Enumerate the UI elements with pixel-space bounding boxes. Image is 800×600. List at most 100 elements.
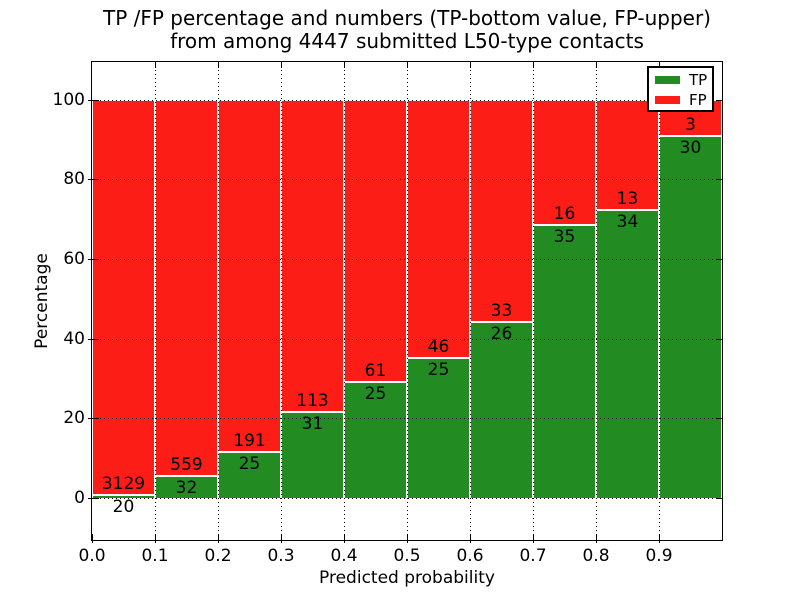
y-tick-label: 20 <box>63 408 85 429</box>
bar-fp-count-label: 559 <box>170 455 203 476</box>
legend-label: FP <box>689 91 707 109</box>
gridline-vertical <box>659 62 660 540</box>
x-tick-label: 0.3 <box>267 546 295 566</box>
y-tick-label: 100 <box>52 89 85 110</box>
bar-fp-count-label: 61 <box>364 361 387 382</box>
bar-tp-segment <box>344 382 407 498</box>
x-tick-label: 0.0 <box>78 546 106 566</box>
gridline-vertical <box>407 62 408 540</box>
x-axis-label: Predicted probability <box>319 568 495 588</box>
x-tick-label: 0.8 <box>582 546 610 566</box>
bar-fp-count-label: 46 <box>427 336 450 357</box>
bar-fp-count-label: 13 <box>616 188 639 209</box>
chart-title-line2: from among 4447 submitted L50-type conta… <box>170 29 644 53</box>
x-tick-mark-top <box>344 62 345 68</box>
gridline-horizontal <box>92 179 722 181</box>
x-tick-label: 0.2 <box>204 546 232 566</box>
bar-fp-segment <box>407 99 470 358</box>
legend-label: TP <box>689 71 708 89</box>
x-tick-label: 0.9 <box>645 546 673 566</box>
bar-tp-count-label: 31 <box>301 414 324 435</box>
x-tick-label: 0.4 <box>330 546 358 566</box>
bar-tp-count-label: 25 <box>238 453 261 474</box>
x-tick-mark-top <box>155 62 156 68</box>
bar-tp-count-label: 32 <box>175 478 198 499</box>
gridline-vertical <box>218 62 219 540</box>
x-tick-mark-top <box>659 62 660 68</box>
bar-fp-segment <box>218 99 281 452</box>
x-tick-mark <box>344 534 345 543</box>
legend-swatch-tp <box>655 76 680 84</box>
y-tick-mark-right <box>716 179 722 181</box>
x-tick-mark-top <box>596 62 597 68</box>
bar-tp-segment <box>659 135 722 498</box>
bar-fp-count-label: 3129 <box>101 474 146 495</box>
bar-fp-segment <box>596 99 659 210</box>
x-tick-mark-top <box>281 62 282 68</box>
y-tick-label: 80 <box>63 169 85 190</box>
x-tick-mark <box>92 534 93 543</box>
bar-tp-segment <box>218 451 281 498</box>
x-tick-label: 0.5 <box>393 546 421 566</box>
y-tick-mark <box>88 258 99 260</box>
chart-title-line1: TP /FP percentage and numbers (TP-bottom… <box>103 6 711 30</box>
x-tick-mark <box>659 534 660 543</box>
gridline-horizontal <box>92 498 722 499</box>
y-tick-mark <box>88 338 99 340</box>
bar-fp-segment <box>155 99 218 477</box>
y-tick-mark-right <box>716 418 722 420</box>
x-tick-label: 0.7 <box>519 546 547 566</box>
y-tick-mark-right <box>716 99 722 101</box>
y-tick-mark <box>88 179 99 181</box>
bar-fp-segment <box>344 99 407 383</box>
x-tick-mark-top <box>533 62 534 68</box>
bar-fp-segment <box>92 99 155 496</box>
bar-tp-segment <box>533 224 596 498</box>
legend-entry-tp: TP <box>649 70 712 90</box>
y-tick-mark <box>88 418 99 420</box>
y-tick-mark-right <box>716 338 722 340</box>
y-tick-label: 40 <box>63 328 85 349</box>
bar-tp-count-label: 35 <box>553 226 576 247</box>
legend: TP FP <box>647 66 714 112</box>
x-tick-mark <box>155 534 156 543</box>
bar-tp-segment <box>92 495 155 498</box>
gridline-vertical <box>533 62 534 540</box>
x-tick-mark <box>218 534 219 543</box>
gridline-horizontal <box>92 418 722 420</box>
bar-tp-count-label: 26 <box>490 324 513 345</box>
y-tick-label: 60 <box>63 248 85 269</box>
bar-tp-count-label: 25 <box>427 359 450 380</box>
x-tick-mark-top <box>470 62 471 68</box>
x-tick-label: 0.1 <box>141 546 169 566</box>
gridline-horizontal <box>92 258 722 260</box>
gridline-horizontal <box>92 99 722 101</box>
x-tick-mark <box>596 534 597 543</box>
gridline-horizontal <box>92 338 722 340</box>
x-tick-mark <box>470 534 471 543</box>
bar-tp-count-label: 25 <box>364 384 387 405</box>
y-tick-mark-right <box>716 258 722 260</box>
gridline-vertical <box>281 62 282 540</box>
bar-fp-segment <box>533 99 596 225</box>
gridline-vertical <box>470 62 471 540</box>
bar-tp-segment <box>281 412 344 498</box>
x-tick-mark-top <box>407 62 408 68</box>
bar-tp-count-label: 20 <box>112 497 135 518</box>
gridline-vertical <box>155 62 156 540</box>
bar-fp-count-label: 191 <box>233 430 266 451</box>
legend-entry-fp: FP <box>649 90 712 110</box>
bar-tp-segment <box>470 322 533 498</box>
y-tick-mark <box>88 498 99 499</box>
x-tick-mark <box>281 534 282 543</box>
bar-tp-count-label: 34 <box>616 211 639 232</box>
x-tick-label: 0.6 <box>456 546 484 566</box>
bar-fp-count-label: 113 <box>296 391 329 412</box>
x-tick-mark-top <box>218 62 219 68</box>
y-tick-mark <box>88 99 99 101</box>
y-tick-label: 0 <box>74 488 85 508</box>
gridline-vertical <box>344 62 345 540</box>
x-tick-mark <box>533 534 534 543</box>
